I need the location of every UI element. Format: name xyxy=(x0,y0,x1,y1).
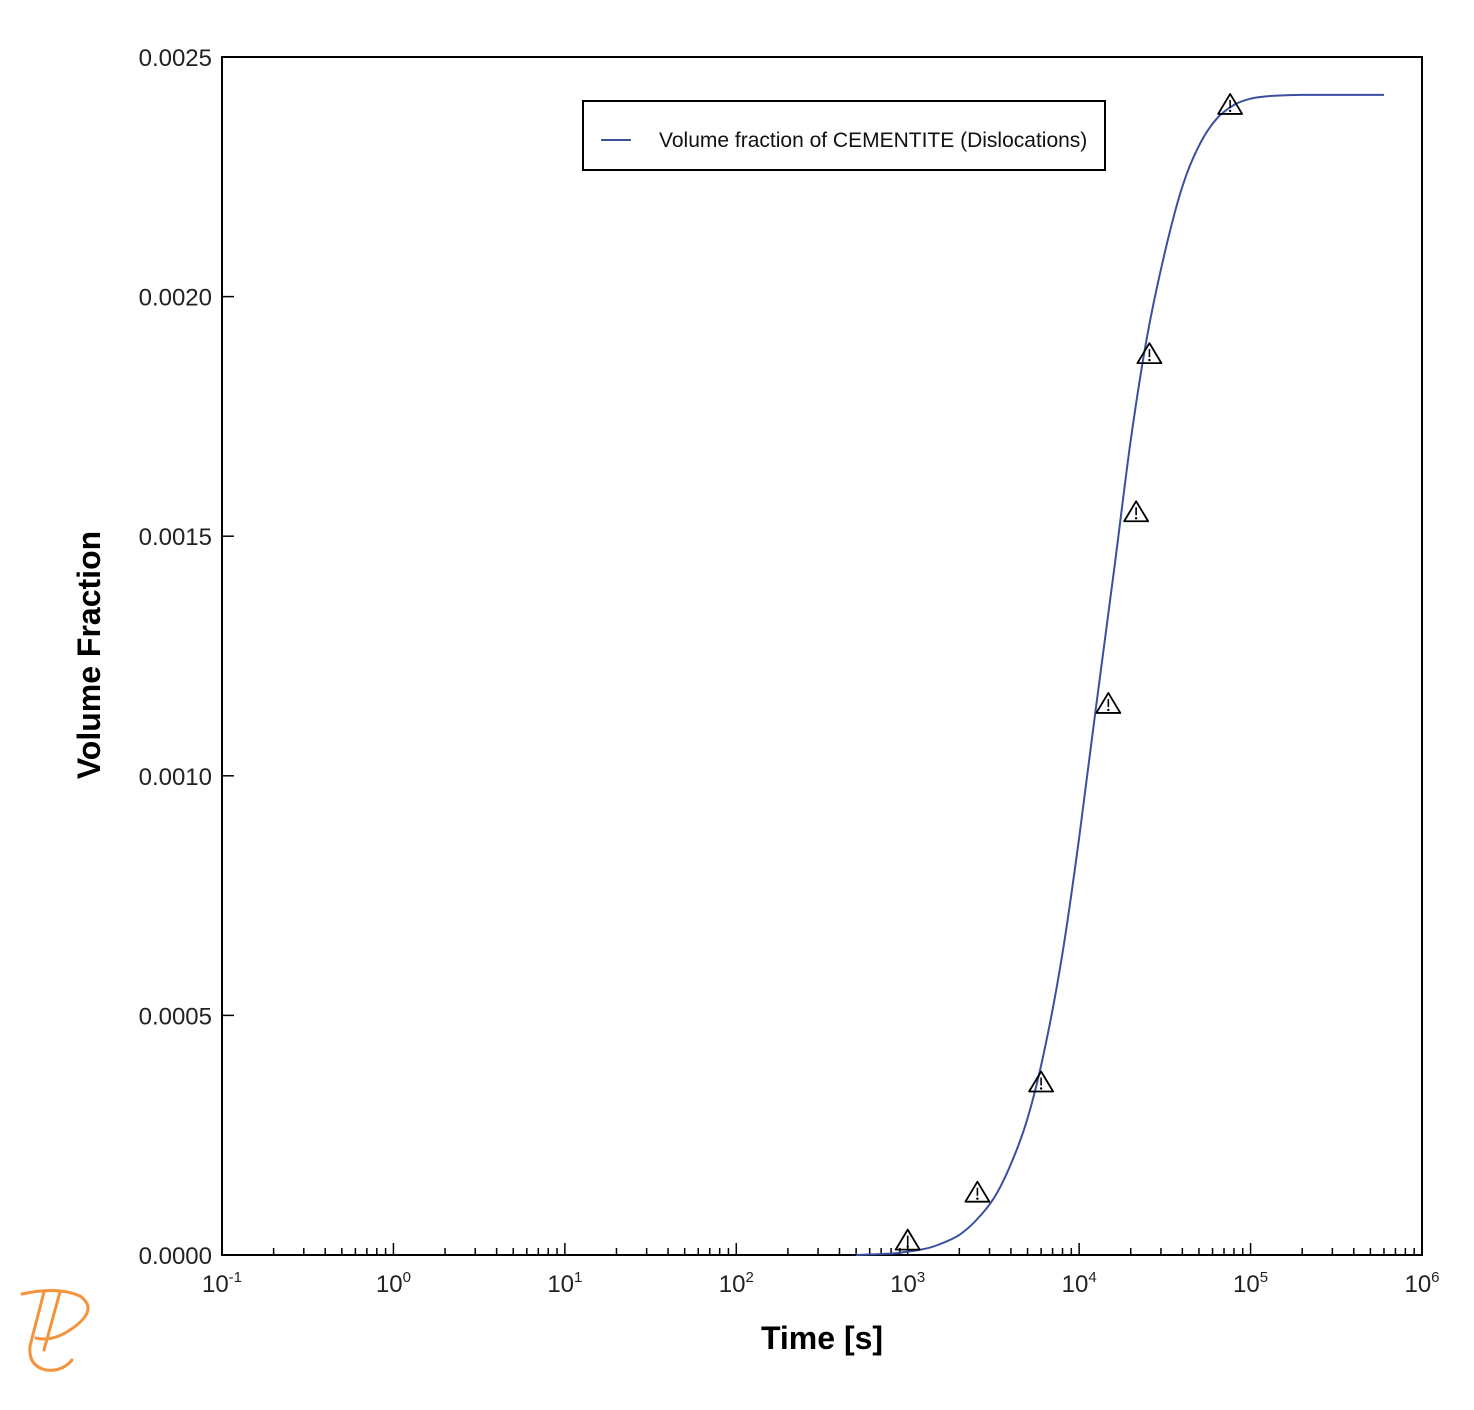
x-axis: 10-1 100 101 102 103 104 105 106 xyxy=(202,1243,1440,1298)
y-tick-label: 0.0010 xyxy=(139,764,212,791)
marker-dot xyxy=(976,1197,979,1200)
legend: Volume fraction of CEMENTITE (Dislocatio… xyxy=(582,100,1106,171)
x-tick-label: 10-1 xyxy=(202,1269,242,1298)
data-point-marker xyxy=(1217,93,1244,115)
marker-triangle xyxy=(964,1180,991,1203)
x-axis-title: Time [s] xyxy=(761,1320,883,1356)
y-tick-label: 0.0005 xyxy=(139,1003,212,1030)
x-tick-label: 103 xyxy=(890,1269,925,1298)
marker-triangle xyxy=(1217,93,1244,115)
data-point-marker xyxy=(1123,500,1150,523)
y-axis-title: Volume Fraction xyxy=(71,531,107,779)
y-tick-label: 0.0025 xyxy=(139,45,212,72)
marker-series xyxy=(894,93,1244,1251)
x-tick-label: 101 xyxy=(547,1269,582,1298)
data-point-marker xyxy=(894,1228,921,1251)
marker-triangle xyxy=(1028,1070,1055,1093)
data-point-marker xyxy=(1136,342,1163,365)
x-tick-label: 106 xyxy=(1404,1269,1439,1298)
marker-triangle xyxy=(1095,692,1122,714)
marker-dot xyxy=(906,1245,909,1248)
x-tick-label: 100 xyxy=(376,1269,411,1298)
plot-area xyxy=(221,56,1423,1256)
series-line-cementite xyxy=(856,93,1384,1256)
data-point-marker xyxy=(1028,1070,1055,1093)
data-point-marker xyxy=(964,1180,991,1203)
marker-dot xyxy=(1134,517,1138,520)
legend-box xyxy=(582,100,1106,171)
y-axis: 0.0000 0.0005 0.0010 0.0015 0.0020 0.0025 xyxy=(139,45,234,1270)
x-tick-label: 104 xyxy=(1062,1269,1097,1298)
marker-dot xyxy=(1228,109,1232,113)
marker-triangle xyxy=(1136,342,1163,365)
x-tick-label: 105 xyxy=(1233,1269,1268,1298)
legend-label: Volume fraction of CEMENTITE (Dislocatio… xyxy=(659,129,1087,152)
marker-triangle xyxy=(1123,500,1150,523)
y-tick-label: 0.0015 xyxy=(139,524,212,551)
x-minor-ticks xyxy=(272,1248,1415,1255)
y-tick-label: 0.0020 xyxy=(139,285,212,312)
data-point-marker xyxy=(1095,692,1122,714)
y-tick-label: 0.0000 xyxy=(139,1243,212,1270)
thermo-calc-logo xyxy=(20,1289,90,1372)
marker-dot xyxy=(1107,708,1110,712)
marker-dot xyxy=(1039,1087,1043,1090)
marker-dot xyxy=(1148,358,1151,362)
x-tick-label: 102 xyxy=(719,1269,754,1298)
marker-triangle xyxy=(894,1228,921,1251)
